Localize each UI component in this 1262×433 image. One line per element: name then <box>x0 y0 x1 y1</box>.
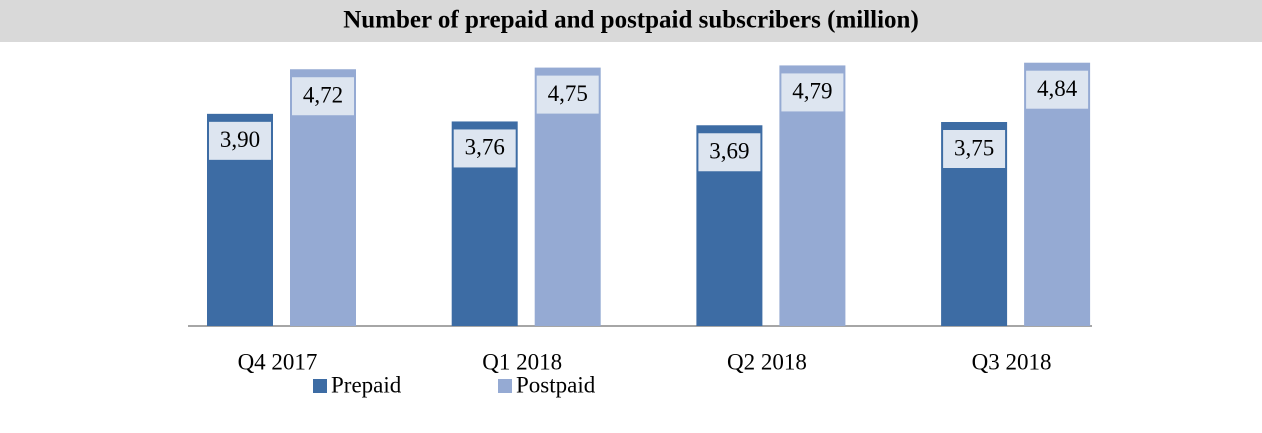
data-label: 3,76 <box>465 135 505 160</box>
legend-swatch <box>498 379 512 393</box>
title-band <box>0 0 1262 42</box>
data-label: 4,72 <box>303 83 343 108</box>
legend-swatch <box>313 379 327 393</box>
data-label-box <box>781 73 844 112</box>
x-tick-label: Q2 2018 <box>727 349 807 374</box>
data-label-box <box>698 133 761 172</box>
x-tick-label: Q3 2018 <box>972 349 1052 374</box>
data-label-box <box>453 129 516 168</box>
data-label: 4,79 <box>792 79 832 104</box>
chart-title: Number of prepaid and postpaid subscribe… <box>343 7 919 34</box>
data-label-box <box>536 75 599 114</box>
data-label-box <box>209 121 271 160</box>
legend-label: Prepaid <box>331 372 402 397</box>
data-label: 3,90 <box>220 127 260 152</box>
data-label-box <box>943 130 1006 168</box>
data-label-box <box>292 77 354 116</box>
data-label: 3,75 <box>954 135 994 160</box>
x-tick-label: Q1 2018 <box>482 349 562 374</box>
data-label-box <box>1026 70 1089 109</box>
legend-label: Postpaid <box>516 372 596 397</box>
data-label: 4,75 <box>548 81 588 106</box>
data-label: 3,69 <box>709 139 749 164</box>
x-tick-label: Q4 2017 <box>238 349 318 374</box>
data-label: 4,84 <box>1037 76 1078 101</box>
